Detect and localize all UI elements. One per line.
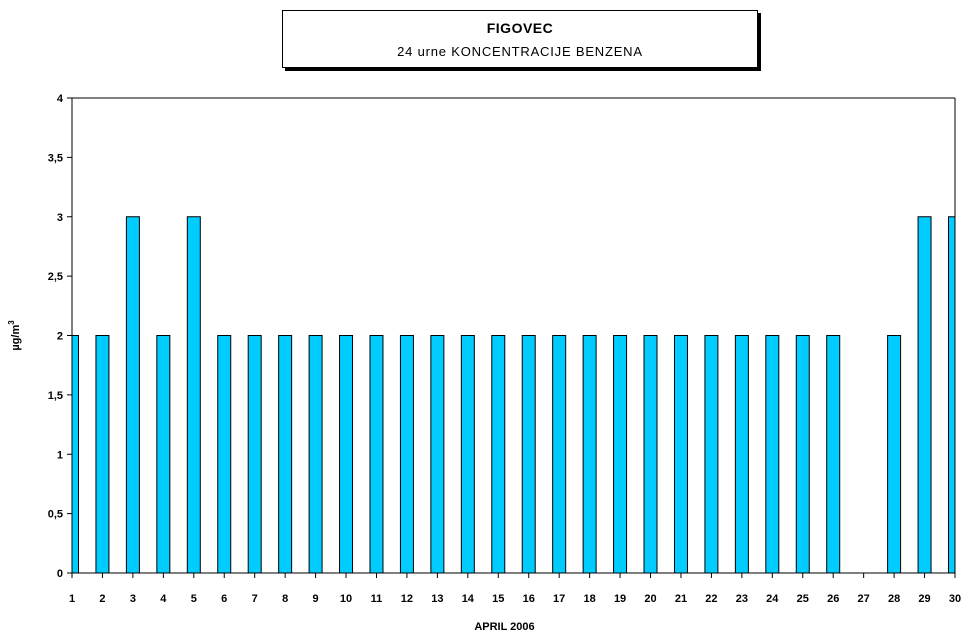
- bar: [217, 335, 232, 574]
- bar: [673, 335, 688, 574]
- bar: [765, 335, 780, 574]
- x-tick-label: 22: [705, 593, 717, 605]
- x-tick-label: 28: [888, 593, 900, 605]
- y-tick-label: 2,5: [48, 271, 63, 283]
- bar: [521, 335, 536, 574]
- x-tick-label: 29: [918, 593, 930, 605]
- x-tick-label: 27: [858, 593, 870, 605]
- bar: [278, 335, 293, 574]
- bar: [95, 335, 110, 574]
- bar: [399, 335, 414, 574]
- y-tick-label: 0,5: [48, 509, 63, 521]
- bar: [552, 335, 567, 574]
- x-tick-label: 12: [401, 593, 413, 605]
- bar: [643, 335, 658, 574]
- x-tick-label: 11: [371, 593, 383, 605]
- bar: [339, 335, 354, 574]
- y-tick-label: 4: [57, 93, 64, 105]
- bar: [826, 335, 841, 574]
- x-tick-label: 6: [221, 593, 227, 605]
- bar: [491, 335, 506, 574]
- bar: [948, 216, 956, 574]
- chart-subtitle: 24 urne KONCENTRACIJE BENZENA: [397, 44, 643, 59]
- x-tick-label: 2: [99, 593, 105, 605]
- y-tick-label: 3,5: [48, 152, 63, 164]
- bar: [460, 335, 475, 574]
- bar: [704, 335, 719, 574]
- x-tick-label: 4: [160, 593, 167, 605]
- x-tick-label: 10: [340, 593, 352, 605]
- bar: [582, 335, 597, 574]
- bar: [917, 216, 932, 574]
- x-tick-label: 14: [462, 593, 475, 605]
- bar: [156, 335, 171, 574]
- bar: [887, 335, 902, 574]
- bar: [734, 335, 749, 574]
- x-tick-label: 9: [313, 593, 319, 605]
- x-tick-label: 16: [523, 593, 535, 605]
- x-axis-label: APRIL 2006: [474, 621, 534, 633]
- bar: [308, 335, 323, 574]
- x-tick-label: 24: [766, 593, 779, 605]
- x-tick-label: 15: [492, 593, 504, 605]
- x-tick-label: 21: [675, 593, 687, 605]
- x-tick-label: 20: [644, 593, 656, 605]
- y-tick-label: 0: [57, 568, 63, 580]
- y-tick-label: 3: [57, 212, 63, 224]
- bar: [186, 216, 201, 574]
- x-tick-label: 8: [282, 593, 288, 605]
- x-tick-label: 23: [736, 593, 748, 605]
- x-tick-label: 25: [797, 593, 809, 605]
- x-tick-label: 3: [130, 593, 136, 605]
- x-tick-label: 26: [827, 593, 839, 605]
- bar: [247, 335, 262, 574]
- x-tick-label: 17: [553, 593, 565, 605]
- y-tick-label: 2: [57, 331, 63, 343]
- bar: [430, 335, 445, 574]
- x-tick-label: 30: [949, 593, 961, 605]
- bar: [369, 335, 384, 574]
- chart-title-box: FIGOVEC 24 urne KONCENTRACIJE BENZENA: [282, 10, 758, 68]
- chart-title: FIGOVEC: [486, 20, 554, 36]
- x-tick-label: 19: [614, 593, 626, 605]
- y-tick-label: 1,5: [48, 390, 63, 402]
- x-tick-label: 7: [252, 593, 258, 605]
- x-tick-label: 13: [431, 593, 443, 605]
- bar: [125, 216, 140, 574]
- bar: [71, 335, 79, 574]
- x-tick-label: 5: [191, 593, 197, 605]
- y-axis-label: µg/m3: [7, 320, 22, 351]
- x-tick-label: 1: [69, 593, 75, 605]
- bar: [795, 335, 810, 574]
- bar: [613, 335, 628, 574]
- y-tick-label: 1: [57, 449, 63, 461]
- x-tick-label: 18: [583, 593, 595, 605]
